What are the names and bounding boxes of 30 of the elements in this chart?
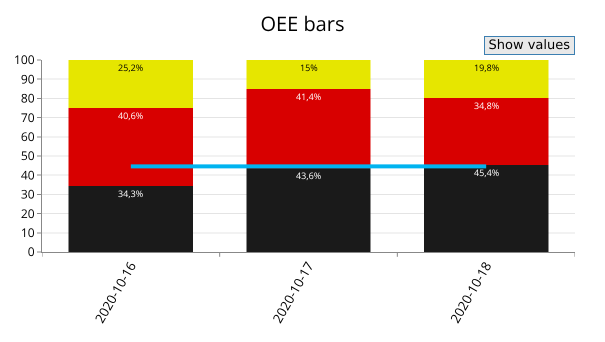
bar bbox=[68, 60, 194, 108]
data-label: 45,4% bbox=[474, 166, 500, 179]
y-tick-label: 60 bbox=[20, 128, 35, 145]
y-tick-label: 40 bbox=[20, 166, 35, 184]
data-label: 43,6% bbox=[296, 169, 322, 182]
y-tick-label: 80 bbox=[20, 90, 35, 107]
y-tick-label: 90 bbox=[20, 70, 35, 88]
data-label: 41,4% bbox=[296, 90, 322, 103]
data-label: 34,8% bbox=[474, 99, 500, 112]
bar bbox=[68, 108, 194, 186]
y-tick-label: 10 bbox=[20, 224, 35, 241]
bar bbox=[424, 60, 548, 98]
data-label: 40,6% bbox=[118, 109, 144, 122]
bar bbox=[246, 168, 371, 252]
y-tick-label: 50 bbox=[20, 147, 35, 164]
data-label: 15% bbox=[300, 61, 318, 74]
y-tick-label: 0 bbox=[28, 243, 35, 260]
y-tick-label: 100 bbox=[14, 51, 35, 68]
y-tick-label: 70 bbox=[20, 108, 35, 126]
y-tick-label: 20 bbox=[20, 204, 35, 222]
chart-title: OEE bars bbox=[260, 10, 345, 38]
bar bbox=[424, 164, 548, 252]
bar bbox=[424, 98, 548, 165]
data-label: 34,3% bbox=[118, 187, 144, 200]
show-values-button: Show values bbox=[484, 36, 575, 55]
bar bbox=[246, 60, 371, 89]
data-label: 25,2% bbox=[118, 61, 144, 74]
bar bbox=[68, 186, 194, 252]
y-tick-label: 30 bbox=[20, 186, 35, 203]
data-label: 19,8% bbox=[474, 61, 500, 74]
